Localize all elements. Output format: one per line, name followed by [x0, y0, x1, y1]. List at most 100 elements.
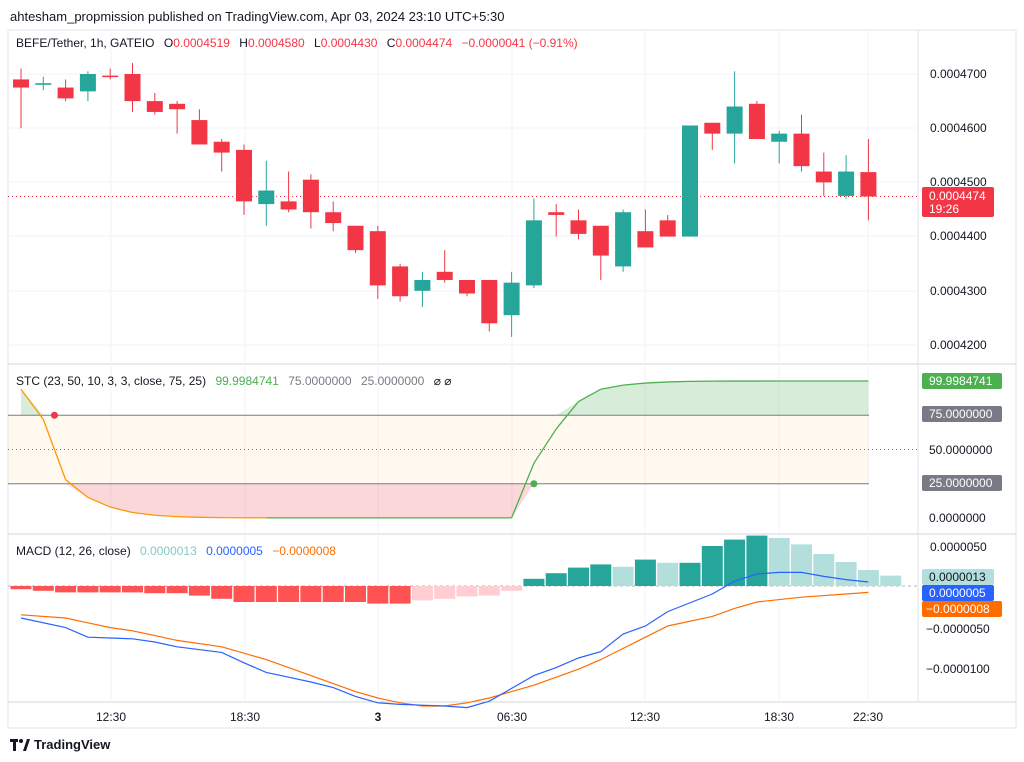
- candle-down: [592, 225, 609, 256]
- macd-hist-label: 0.0000013: [922, 569, 994, 585]
- svg-text:BEFE/Tether, 1h, GATEIO O0: BEFE/Tether, 1h, GATEIO O0.0004519 H0.00…: [16, 36, 578, 50]
- candle-down: [236, 149, 252, 202]
- current-price-value: 0.0004474: [929, 189, 986, 203]
- macd-histogram-bar: [768, 538, 790, 586]
- macd-histogram-bar: [679, 562, 701, 586]
- stc-axis-upper: 75.0000000: [929, 407, 993, 421]
- candle-down: [815, 171, 832, 183]
- macd-tick: −0.0000050: [926, 622, 990, 636]
- candle-down: [347, 225, 364, 251]
- stc-upper-label: 75.0000000: [922, 406, 1002, 422]
- macd-histogram-bar: [813, 554, 835, 586]
- candlestick-series: [8, 63, 918, 337]
- candle-down: [102, 75, 119, 78]
- time-label: 22:30: [853, 710, 883, 724]
- macd-histogram-bar: [255, 586, 277, 602]
- legend-h-label: H: [239, 36, 248, 50]
- macd-histogram-bar: [77, 586, 99, 593]
- macd-histogram-bar: [300, 586, 322, 602]
- stc-cross-marker: [530, 480, 538, 488]
- candle-down: [191, 120, 208, 145]
- macd-histogram-bar: [144, 586, 166, 594]
- candle-down: [280, 201, 297, 210]
- stc-line-segment: [42, 419, 67, 480]
- macd-histogram-bar: [545, 573, 567, 586]
- macd-line: [20, 571, 869, 709]
- candle-up: [258, 190, 275, 205]
- time-label-day: 3: [375, 710, 382, 724]
- stc-line-segment: [533, 428, 557, 464]
- macd-histogram-bar: [880, 575, 902, 586]
- stc-legend-upper: 75.0000000: [288, 374, 352, 388]
- price-tick: 0.0004200: [930, 338, 987, 352]
- candle-up: [615, 212, 632, 267]
- stc-pane: [8, 380, 918, 519]
- legend-h-value: 0.0004580: [248, 36, 305, 50]
- macd-signal-axis-value: −0.0000008: [926, 602, 990, 616]
- current-price-label: 0.0004474 19:26: [922, 187, 994, 217]
- legend-c-value: 0.0004474: [395, 36, 452, 50]
- candle-down: [169, 103, 186, 110]
- candle-down: [637, 231, 654, 248]
- legend-c-label: C: [387, 36, 396, 50]
- macd-histogram-bar: [278, 586, 300, 602]
- stc-axis-value: 99.9984741: [929, 374, 993, 388]
- bar-countdown: 19:26: [929, 202, 959, 216]
- macd-tick: −0.0000100: [926, 662, 990, 676]
- stc-lower-label: 25.0000000: [922, 475, 1002, 491]
- macd-histogram-bar: [188, 586, 210, 596]
- time-axis[interactable]: 12:30 18:30 3 06:30 12:30 18:30 22:30: [96, 710, 883, 724]
- stc-line-segment: [65, 479, 89, 498]
- stc-title: STC (23, 50, 10, 3, 3, close, 75, 25): [16, 374, 206, 388]
- candle-down: [704, 122, 721, 134]
- stc-legend-extra: ⌀ ⌀: [434, 374, 452, 388]
- stc-legend-lower: 25.0000000: [361, 374, 425, 388]
- macd-tick: 0.0000050: [930, 540, 987, 554]
- stc-line-segment: [623, 382, 646, 386]
- candle-down: [459, 279, 475, 294]
- macd-axis[interactable]: 0.0000050 0.0000013 0.0000005 −0.0000008…: [922, 540, 1002, 676]
- candle-down: [13, 79, 29, 88]
- stc-line-segment: [132, 511, 155, 516]
- stc-band-fill: [8, 415, 869, 484]
- macd-histogram-bar: [634, 559, 656, 586]
- svg-text:STC (23, 50, 10, 3, 3, close,: STC (23, 50, 10, 3, 3, close, 75, 25) 99…: [16, 374, 452, 388]
- macd-histogram-bar: [32, 586, 54, 591]
- chart-grid: [8, 30, 918, 702]
- macd-histogram-bar: [501, 586, 523, 591]
- price-tick: 0.0004600: [930, 121, 987, 135]
- candle-down: [302, 179, 319, 213]
- macd-legend-signal: −0.0000008: [272, 544, 336, 558]
- macd-histogram-bar: [345, 586, 366, 602]
- candle-down: [860, 172, 877, 197]
- stc-oversold-fill: [21, 483, 869, 518]
- stc-axis[interactable]: 99.9984741 75.0000000 50.0000000 25.0000…: [922, 373, 1002, 525]
- candle-down: [570, 220, 587, 234]
- macd-histogram-bar: [389, 586, 411, 604]
- candle-up: [79, 74, 96, 92]
- stc-axis-zero: 0.0000000: [929, 511, 986, 525]
- stc-overbought-fill: [21, 381, 869, 416]
- macd-histogram-bar: [166, 586, 188, 594]
- candle-down: [436, 271, 453, 280]
- macd-histogram-bar: [612, 566, 634, 586]
- stc-line-segment: [600, 384, 624, 390]
- time-label: 12:30: [96, 710, 126, 724]
- legend-l-value: 0.0004430: [321, 36, 378, 50]
- stc-line-segment: [645, 381, 668, 384]
- svg-text:MACD (12, 26, close) 0.000: MACD (12, 26, close) 0.0000013 0.0000005…: [16, 544, 336, 558]
- tradingview-brand: TradingView: [34, 737, 111, 752]
- macd-signal-label: −0.0000008: [922, 601, 1002, 617]
- price-axis[interactable]: 0.0004700 0.0004600 0.0004500 0.0004400 …: [922, 67, 994, 352]
- macd-histogram-bar: [55, 586, 77, 593]
- price-tick: 0.0004300: [930, 284, 987, 298]
- tradingview-logo[interactable]: TradingView: [10, 737, 110, 752]
- macd-histogram-bar: [322, 586, 344, 602]
- candle-up: [838, 171, 855, 196]
- candle-down: [548, 212, 565, 215]
- macd-histogram-bar: [657, 562, 679, 586]
- macd-histogram-bar: [99, 586, 121, 593]
- legend-o-label: O: [164, 36, 173, 50]
- candle-up: [682, 125, 698, 237]
